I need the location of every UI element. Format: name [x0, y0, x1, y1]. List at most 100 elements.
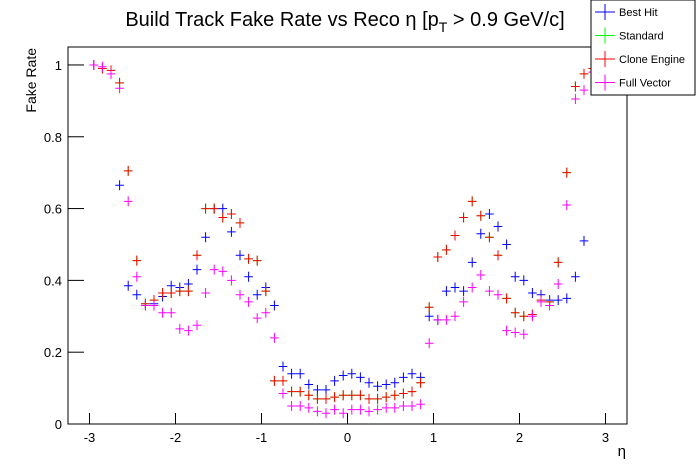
data-point	[553, 278, 563, 289]
legend-label: Best Hit	[619, 7, 658, 19]
data-point	[313, 406, 322, 417]
data-point	[235, 217, 245, 228]
data-point	[562, 293, 572, 304]
data-point	[270, 375, 279, 386]
data-point	[579, 235, 589, 246]
data-point	[536, 296, 546, 307]
legend-label: Full Vector	[619, 78, 671, 90]
legend-marker	[595, 74, 615, 91]
data-point	[373, 404, 382, 415]
data-point	[330, 375, 339, 386]
data-point	[442, 314, 451, 325]
data-point	[467, 257, 477, 268]
data-point	[278, 361, 288, 372]
data-point	[493, 221, 503, 232]
y-tick-label: 0.8	[44, 130, 62, 145]
data-point	[476, 269, 486, 280]
title-subscript: T	[439, 19, 448, 35]
data-point	[201, 232, 210, 243]
data-point	[338, 408, 348, 419]
data-point	[192, 264, 202, 275]
data-point	[485, 232, 494, 243]
data-point	[399, 372, 408, 383]
data-point	[356, 404, 365, 415]
data-point	[510, 327, 520, 338]
data-point	[278, 388, 288, 399]
data-point	[235, 250, 245, 261]
data-point	[356, 372, 365, 383]
data-point	[407, 386, 417, 397]
data-point	[287, 368, 296, 379]
data-point	[562, 167, 572, 178]
data-point	[115, 83, 124, 94]
data-point	[313, 384, 322, 395]
y-tick-label: 0.6	[44, 202, 62, 217]
legend-marker	[595, 4, 615, 20]
data-point	[553, 295, 563, 306]
data-point	[433, 252, 443, 263]
data-point	[106, 68, 116, 79]
data-point	[502, 325, 511, 336]
data-point	[149, 300, 159, 311]
data-point	[519, 275, 529, 286]
data-point	[381, 379, 391, 390]
data-point	[227, 275, 236, 286]
data-point	[295, 386, 305, 397]
x-tick-label: 0	[344, 430, 351, 445]
data-point	[227, 208, 236, 219]
y-tick-label: 0.2	[44, 345, 62, 360]
data-point	[450, 311, 460, 322]
data-point	[115, 180, 124, 191]
data-point	[209, 264, 219, 275]
data-point	[442, 286, 451, 297]
data-point	[493, 289, 503, 300]
data-point	[476, 228, 486, 239]
data-point	[399, 388, 408, 399]
data-point	[545, 300, 554, 311]
data-point	[381, 392, 391, 403]
legend-label: Clone Engine	[619, 54, 685, 66]
data-point	[201, 287, 210, 298]
y-tick-label: 0	[55, 417, 62, 432]
data-point	[287, 401, 296, 412]
data-point	[571, 94, 580, 105]
data-point	[313, 393, 322, 404]
data-point	[158, 307, 167, 318]
data-point	[373, 381, 382, 392]
data-point	[467, 282, 477, 293]
data-point	[330, 404, 339, 415]
series	[89, 59, 606, 419]
data-point	[424, 338, 434, 349]
data-point	[424, 302, 434, 313]
data-point	[519, 329, 529, 340]
data-point	[123, 196, 133, 207]
x-tick-label: 2	[516, 430, 523, 445]
data-point	[321, 408, 331, 419]
data-point	[424, 311, 434, 322]
data-point	[433, 314, 443, 325]
chart-title: Build Track Fake Rate vs Reco η [pT > 0.…	[125, 9, 564, 35]
data-point	[407, 401, 417, 412]
data-point	[476, 210, 486, 221]
data-point	[510, 271, 520, 282]
data-point	[338, 370, 348, 381]
y-tick-label: 0.4	[44, 273, 62, 288]
data-point	[356, 390, 365, 401]
data-point	[364, 377, 374, 388]
data-point	[244, 296, 253, 307]
data-point	[261, 307, 271, 318]
data-point	[192, 250, 202, 261]
data-point	[571, 271, 580, 282]
data-point	[304, 379, 314, 390]
data-point	[416, 377, 425, 388]
data-point	[252, 313, 262, 324]
data-point	[571, 81, 580, 92]
data-point	[407, 368, 417, 379]
data-point	[485, 286, 494, 297]
data-point	[579, 68, 589, 79]
data-point	[304, 402, 314, 413]
data-point	[510, 307, 520, 318]
data-point	[123, 280, 133, 291]
title-end: > 0.9 GeV/c]	[447, 9, 564, 31]
